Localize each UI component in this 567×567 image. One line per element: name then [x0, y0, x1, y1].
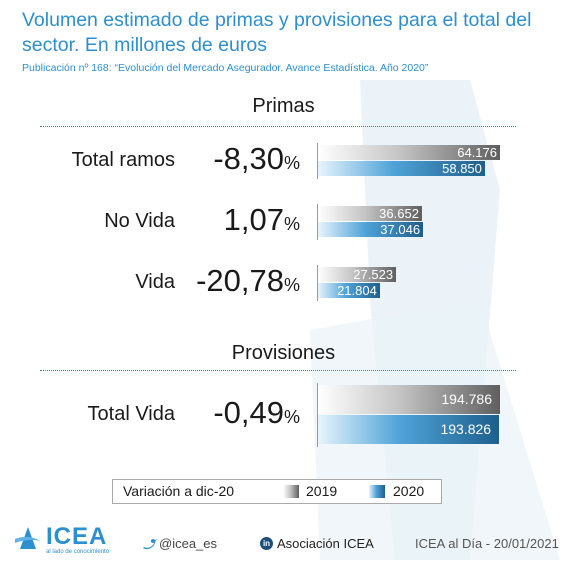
bar-total-ramos-2019: 64.176 [318, 145, 500, 160]
bar-total-vida-2020: 193.826 [318, 415, 500, 444]
legend-caption: Variación a dic-20 [123, 483, 235, 499]
variation-value-vida: -20,78 [196, 263, 284, 298]
twitter-handle: @icea_es [159, 536, 218, 551]
icea-logo-tagline: al lado de conocimiento [46, 549, 110, 555]
icea-logo-text: ICEA [46, 523, 108, 550]
edition-date: ICEA al Día - 20/01/2021 [415, 536, 559, 551]
variation-percent-sign-vida: % [283, 275, 300, 295]
chart-subtitle: Publicación nº 168: “Evolución del Merca… [22, 62, 429, 74]
row-variation-vida: -20,78% [0, 263, 300, 299]
bar-vida-2019: 27.523 [318, 267, 397, 282]
row-variation-no-vida: 1,07% [0, 202, 300, 238]
bar-label-no-vida-2019: 36.652 [379, 206, 419, 221]
section-title-primas: Primas [252, 95, 315, 117]
row-label-vida: Vida [135, 271, 175, 293]
bar-label-no-vida-2020: 37.046 [380, 222, 421, 237]
bar-vida-2020: 21.804 [318, 283, 380, 298]
divider-primas [40, 126, 516, 127]
bar-label-vida-2020: 21.804 [337, 283, 377, 298]
legend-label-2019: 2019 [306, 483, 338, 499]
variation-percent-sign-no-vida: % [283, 214, 300, 234]
bar-total-ramos-2020: 58.850 [318, 161, 485, 176]
row-variation-total-vida: -0,49% [0, 395, 300, 431]
variation-value-no-vida: 1,07 [223, 202, 284, 237]
legend-label-2020: 2020 [393, 483, 425, 499]
bar-label-total-vida-2020: 193.826 [440, 421, 492, 437]
icea-logo-icon [15, 527, 41, 549]
chart-title: Volumen estimado de primas y provisiones… [22, 9, 532, 56]
icea-logo: ICEA al lado de conocimiento [14, 523, 124, 559]
bar-label-total-vida-2019: 194.786 [441, 391, 492, 407]
row-label-total-ramos: Total ramos [71, 149, 175, 171]
section-title-provisiones: Provisiones [231, 342, 336, 364]
divider-provisiones [40, 370, 516, 371]
bar-label-vida-2019: 27.523 [353, 267, 394, 282]
bar-no-vida-2019: 36.652 [318, 206, 422, 221]
row-label-total-vida: Total Vida [87, 403, 175, 425]
legend-swatch-2019 [283, 485, 299, 498]
variation-percent-sign-total-ramos: % [283, 153, 300, 173]
bar-axis-no-vida [317, 204, 318, 240]
legend-swatch-2020 [369, 485, 385, 498]
bar-total-vida-2019: 194.786 [318, 385, 500, 414]
twitter-icon [143, 539, 157, 550]
bar-label-total-ramos-2019: 64.176 [457, 145, 497, 160]
row-variation-total-ramos: -8,30% [0, 141, 300, 177]
linkedin-icon: in [260, 537, 273, 550]
bar-axis-total-vida [317, 383, 318, 447]
bar-no-vida-2020: 37.046 [318, 222, 424, 237]
variation-percent-sign-total-vida: % [283, 407, 300, 427]
variation-value-total-vida: -0,49 [213, 395, 284, 430]
bar-axis-vida [317, 265, 318, 301]
bar-axis-total-ramos [317, 143, 318, 179]
variation-value-total-ramos: -8,30 [213, 141, 284, 176]
bar-label-total-ramos-2020: 58.850 [442, 161, 482, 176]
linkedin-name: Asociación ICEA [277, 536, 374, 551]
row-label-no-vida: No Vida [104, 210, 175, 232]
legend: Variación a dic-20 2019 2020 [112, 479, 442, 504]
